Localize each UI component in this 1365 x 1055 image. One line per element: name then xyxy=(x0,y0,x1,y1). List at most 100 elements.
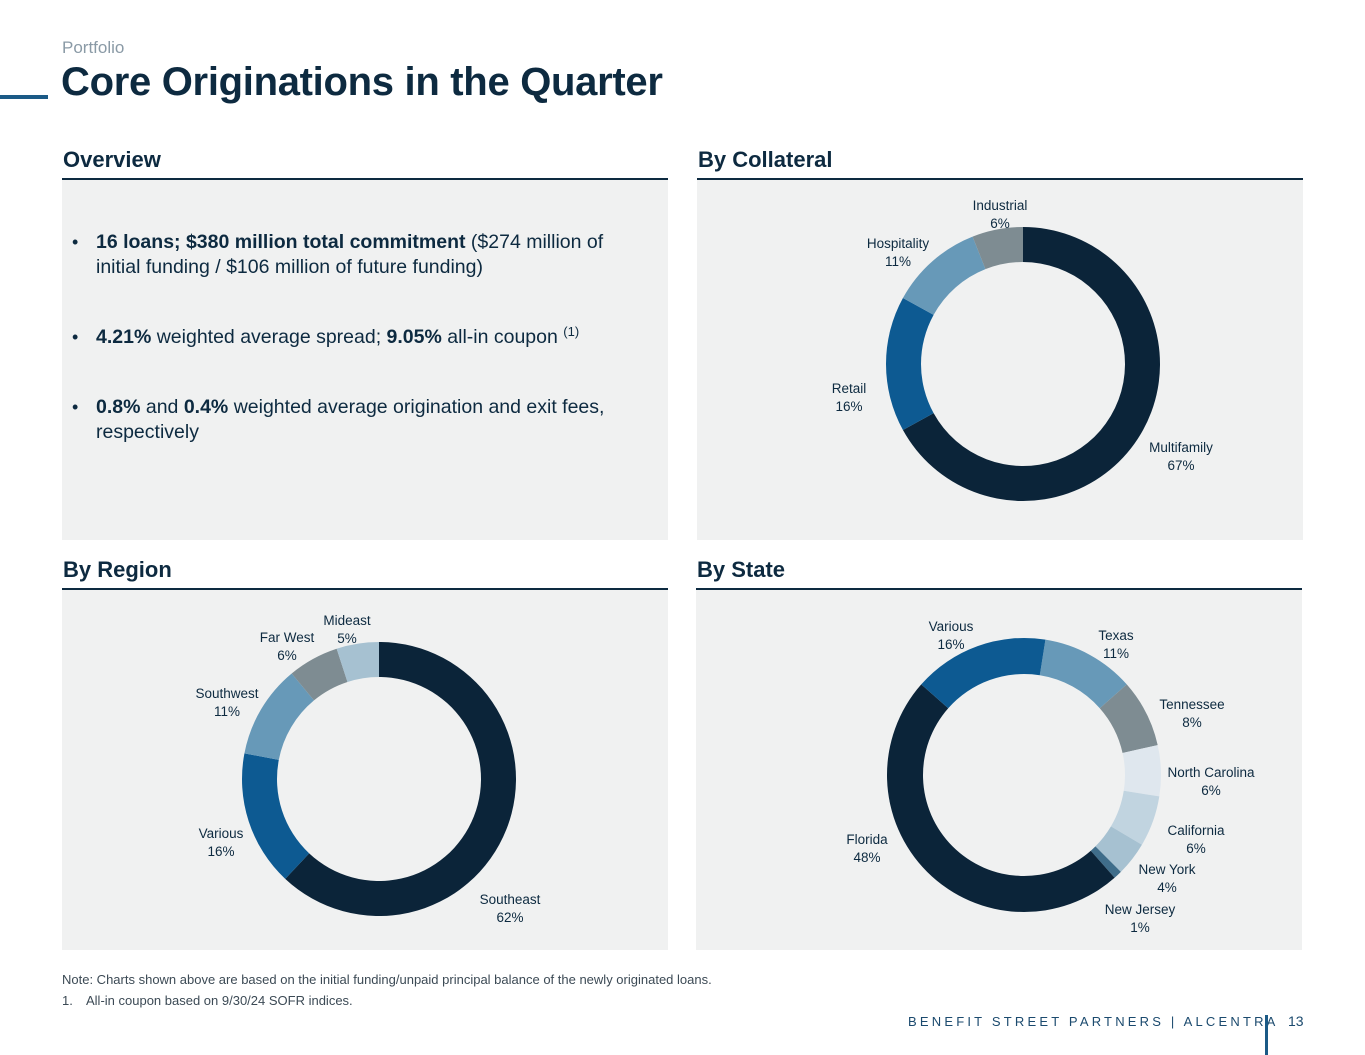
slice-category: Hospitality xyxy=(867,236,930,251)
donut-slice-southwest xyxy=(244,673,314,760)
slice-value: 67% xyxy=(1167,458,1194,473)
breadcrumb: Portfolio xyxy=(62,38,125,57)
donut-slice-tennessee xyxy=(1099,684,1158,753)
slice-value: 4% xyxy=(1157,880,1177,895)
overview-title: Overview xyxy=(63,147,161,172)
slice-label: Florida 48% xyxy=(846,832,888,865)
overview-bullet: 0.8% and 0.4% weighted average originati… xyxy=(72,395,652,445)
slice-label: New Jersey 1% xyxy=(1105,902,1176,935)
slice-label: New York 4% xyxy=(1138,862,1195,895)
slice-value: 1% xyxy=(1130,920,1150,935)
donut-slice-new-jersey xyxy=(1090,846,1121,878)
slice-category: Southeast xyxy=(480,892,541,907)
bullet-text: all-in coupon xyxy=(441,326,564,348)
donut-slice-new-york xyxy=(1095,826,1142,872)
state-donut-chart: Texas 11% Tennessee 8% North Carolina 6% Calif… xyxy=(846,619,1255,935)
collateral-donut-chart: Multifamily 67% Retail 16% Hospitality 11% Ind… xyxy=(832,198,1213,501)
footnote: 1. All-in coupon based on 9/30/24 SOFR in… xyxy=(62,993,353,1008)
slice-value: 11% xyxy=(885,254,911,269)
slice-category: Southwest xyxy=(195,686,258,701)
chart-note: Note: Charts shown above are based on th… xyxy=(62,972,712,987)
state-rule xyxy=(696,588,1302,590)
slice-label: Various 16% xyxy=(929,619,974,652)
state-title: By State xyxy=(697,557,786,582)
page-number: 13 xyxy=(1288,1013,1304,1029)
donut-slice-north-carolina xyxy=(1122,745,1161,797)
slice-category: California xyxy=(1167,823,1225,838)
slice-category: North Carolina xyxy=(1167,765,1255,780)
slice-label: Industrial 6% xyxy=(973,198,1028,231)
slice-value: 5% xyxy=(337,631,357,646)
bullet-text: weighted average origination and exit fe… xyxy=(96,396,605,443)
region-title: By Region xyxy=(63,557,172,582)
overview-rule xyxy=(62,178,668,180)
slice-label: Hospitality 11% xyxy=(867,236,930,269)
bullet-text: weighted average spread; xyxy=(151,326,387,348)
donut-slice-far-west xyxy=(291,648,348,701)
overview-bullet: 16 loans; $380 million total commitment … xyxy=(72,230,652,280)
slice-category: Retail xyxy=(832,381,867,396)
slice-label: Southeast 62% xyxy=(480,892,541,925)
slice-value: 11% xyxy=(1103,646,1129,661)
slice-category: Multifamily xyxy=(1149,440,1213,455)
slice-value: 62% xyxy=(496,910,523,925)
slice-value: 16% xyxy=(835,399,862,414)
slice-category: Tennessee xyxy=(1159,697,1224,712)
slice-value: 11% xyxy=(214,704,240,719)
footnote-number: 1. xyxy=(62,993,73,1008)
donut-slice-southeast xyxy=(285,642,516,916)
slice-label: Far West 6% xyxy=(260,630,315,663)
slice-category: Various xyxy=(199,826,244,841)
bullet-emphasis: 0.4% xyxy=(183,396,229,418)
slice-label: Mideast 5% xyxy=(323,613,371,646)
overview-bullet: 4.21% weighted average spread; 9.05% all… xyxy=(72,325,652,350)
slice-value: 8% xyxy=(1182,715,1202,730)
donut-slice-retail xyxy=(886,297,934,431)
slice-label: Retail 16% xyxy=(832,381,867,414)
bullet-emphasis: 0.8% xyxy=(96,396,141,418)
slice-category: Florida xyxy=(846,832,888,847)
footnote-ref: (1) xyxy=(563,324,580,339)
donut-slice-various xyxy=(921,638,1046,709)
footnote-text: All-in coupon based on 9/30/24 SOFR indi… xyxy=(86,993,353,1008)
slice-label: Various 16% xyxy=(199,826,244,859)
slice-category: Various xyxy=(929,619,974,634)
collateral-title: By Collateral xyxy=(698,147,833,172)
bullet-text: and xyxy=(140,396,184,418)
region-rule xyxy=(62,588,668,590)
slice-category: Texas xyxy=(1098,628,1134,643)
slice-category: Far West xyxy=(260,630,315,645)
slice-value: 6% xyxy=(1186,841,1206,856)
donut-slice-industrial xyxy=(972,227,1023,270)
donut-slice-hospitality xyxy=(902,236,986,315)
donut-slice-mideast xyxy=(336,642,379,682)
brand-name: BENEFIT STREET PARTNERS | ALCENTRA xyxy=(908,1014,1279,1029)
slice-label: North Carolina 6% xyxy=(1167,765,1255,798)
brand-bar xyxy=(1265,1015,1268,1055)
donut-slice-various xyxy=(241,753,310,879)
slice-category: Mideast xyxy=(323,613,371,628)
bullet-text: ($274 million of initial funding / $106 … xyxy=(96,231,604,278)
slice-label: Multifamily 67% xyxy=(1149,440,1213,473)
bullet-emphasis: 4.21% xyxy=(96,326,152,348)
slice-category: New Jersey xyxy=(1105,902,1176,917)
donut-slice-florida xyxy=(887,684,1115,912)
slice-label: Southwest 11% xyxy=(195,686,258,719)
slice-value: 6% xyxy=(990,216,1010,231)
slice-category: New York xyxy=(1138,862,1195,877)
slice-label: Tennessee 8% xyxy=(1159,697,1224,730)
overview-bullets: 16 loans; $380 million total commitment … xyxy=(72,230,652,490)
slice-value: 16% xyxy=(207,844,234,859)
title-accent-bar xyxy=(0,95,48,99)
slice-label: Texas 11% xyxy=(1098,628,1134,661)
slice-value: 16% xyxy=(937,637,964,652)
bullet-emphasis: 9.05% xyxy=(386,326,442,348)
region-donut-chart: Southeast 62% Various 16% Southwest 11% Far We… xyxy=(195,613,541,925)
slice-value: 6% xyxy=(277,648,297,663)
slice-value: 6% xyxy=(1201,783,1221,798)
donut-slice-texas xyxy=(1039,639,1127,709)
slice-value: 48% xyxy=(853,850,880,865)
collateral-rule xyxy=(697,178,1303,180)
bullet-emphasis: 16 loans; $380 million total commitment xyxy=(96,231,466,253)
donut-slice-california xyxy=(1110,790,1160,845)
